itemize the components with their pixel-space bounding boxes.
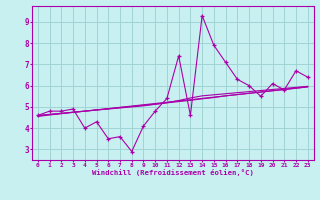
- X-axis label: Windchill (Refroidissement éolien,°C): Windchill (Refroidissement éolien,°C): [92, 169, 254, 176]
